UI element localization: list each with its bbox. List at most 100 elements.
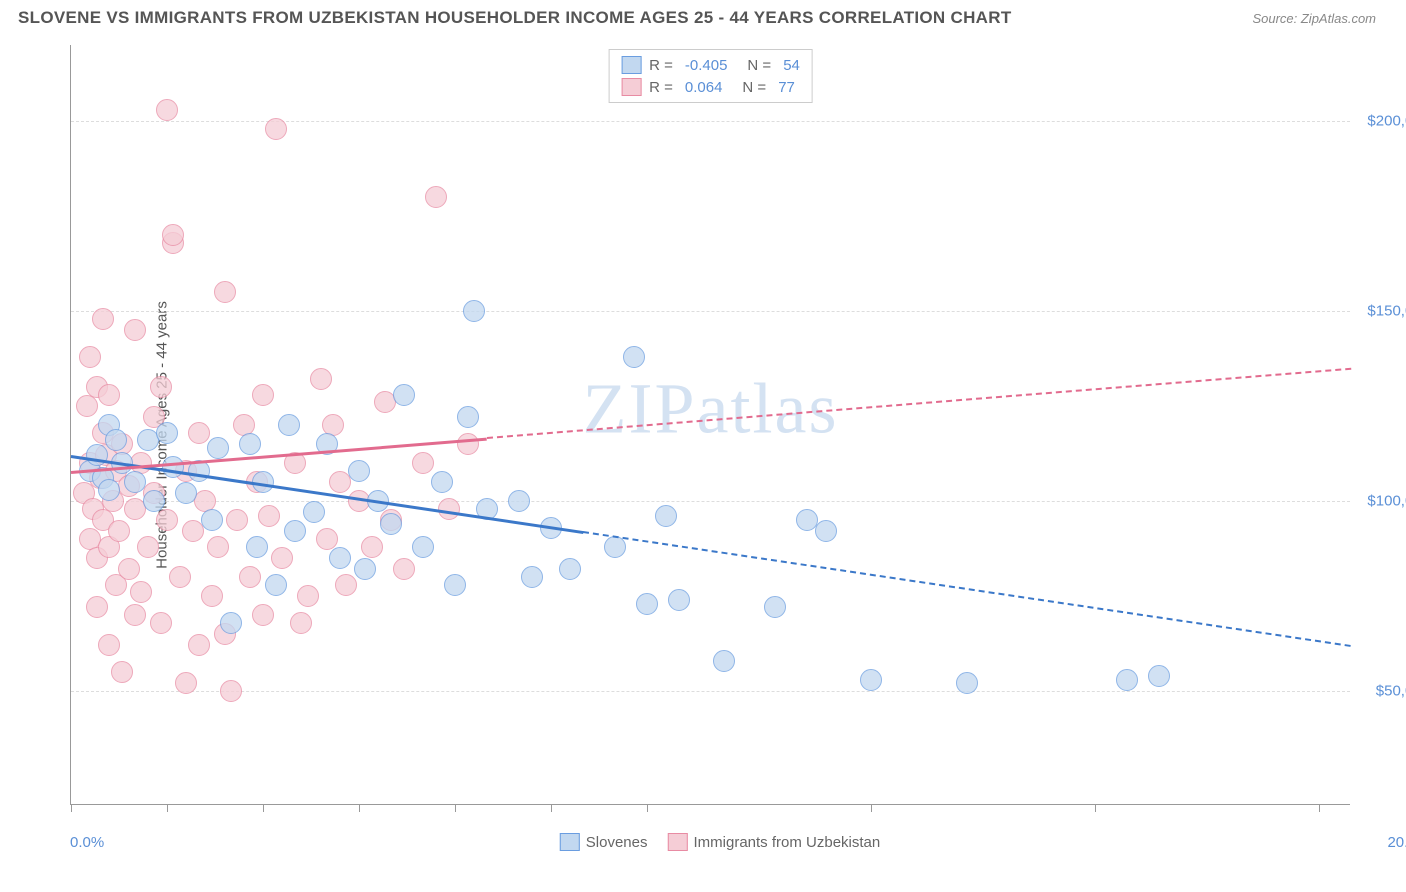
x-tick bbox=[551, 804, 552, 812]
x-tick bbox=[1319, 804, 1320, 812]
chart-container: Householder Income Ages 25 - 44 years ZI… bbox=[50, 45, 1390, 825]
data-point bbox=[393, 558, 415, 580]
data-point bbox=[76, 395, 98, 417]
y-tick-label: $200,000 bbox=[1355, 113, 1406, 130]
data-point bbox=[1116, 669, 1138, 691]
legend-r-value: -0.405 bbox=[685, 57, 728, 74]
data-point bbox=[252, 384, 274, 406]
legend-item: Immigrants from Uzbekistan bbox=[668, 833, 881, 851]
data-point bbox=[303, 501, 325, 523]
gridline bbox=[71, 121, 1350, 122]
data-point bbox=[86, 596, 108, 618]
gridline bbox=[71, 501, 1350, 502]
data-point bbox=[252, 604, 274, 626]
data-point bbox=[124, 319, 146, 341]
data-point bbox=[150, 376, 172, 398]
legend-label: Immigrants from Uzbekistan bbox=[694, 834, 881, 851]
legend-r-label: R = bbox=[649, 57, 673, 74]
data-point bbox=[425, 186, 447, 208]
x-tick bbox=[71, 804, 72, 812]
watermark-text: ZIPatlas bbox=[583, 368, 839, 451]
legend-swatch bbox=[621, 78, 641, 96]
data-point bbox=[162, 224, 184, 246]
y-tick-label: $50,000 bbox=[1355, 683, 1406, 700]
data-point bbox=[162, 456, 184, 478]
data-point bbox=[290, 612, 312, 634]
data-point bbox=[316, 528, 338, 550]
data-point bbox=[713, 650, 735, 672]
series-legend: Slovenes Immigrants from Uzbekistan bbox=[560, 833, 880, 851]
data-point bbox=[239, 433, 261, 455]
data-point bbox=[361, 536, 383, 558]
x-tick bbox=[455, 804, 456, 812]
data-point bbox=[226, 509, 248, 531]
x-tick bbox=[263, 804, 264, 812]
data-point bbox=[130, 581, 152, 603]
data-point bbox=[444, 574, 466, 596]
legend-n-label: N = bbox=[747, 57, 771, 74]
data-point bbox=[98, 479, 120, 501]
data-point bbox=[92, 308, 114, 330]
data-point bbox=[175, 482, 197, 504]
plot-area: ZIPatlas R =-0.405N =54R = 0.064N =77 $5… bbox=[70, 45, 1350, 805]
data-point bbox=[111, 661, 133, 683]
data-point bbox=[956, 672, 978, 694]
x-tick bbox=[871, 804, 872, 812]
data-point bbox=[860, 669, 882, 691]
y-tick-label: $150,000 bbox=[1355, 303, 1406, 320]
data-point bbox=[354, 558, 376, 580]
data-point bbox=[623, 346, 645, 368]
x-tick bbox=[359, 804, 360, 812]
data-point bbox=[271, 547, 293, 569]
legend-swatch bbox=[668, 833, 688, 851]
data-point bbox=[201, 509, 223, 531]
data-point bbox=[438, 498, 460, 520]
legend-r-label: R = bbox=[649, 79, 673, 96]
data-point bbox=[1148, 665, 1170, 687]
data-point bbox=[463, 300, 485, 322]
data-point bbox=[150, 612, 172, 634]
data-point bbox=[239, 566, 261, 588]
data-point bbox=[108, 520, 130, 542]
x-tick bbox=[1095, 804, 1096, 812]
legend-item: Slovenes bbox=[560, 833, 648, 851]
data-point bbox=[412, 452, 434, 474]
data-point bbox=[265, 574, 287, 596]
data-point bbox=[508, 490, 530, 512]
legend-label: Slovenes bbox=[586, 834, 648, 851]
data-point bbox=[156, 99, 178, 121]
data-point bbox=[86, 444, 108, 466]
data-point bbox=[310, 368, 332, 390]
data-point bbox=[335, 574, 357, 596]
data-point bbox=[431, 471, 453, 493]
data-point bbox=[559, 558, 581, 580]
trend-line-extrapolated bbox=[583, 531, 1351, 647]
data-point bbox=[124, 604, 146, 626]
gridline bbox=[71, 691, 1350, 692]
data-point bbox=[201, 585, 223, 607]
data-point bbox=[457, 406, 479, 428]
x-axis-min-label: 0.0% bbox=[70, 834, 104, 851]
data-point bbox=[98, 634, 120, 656]
data-point bbox=[348, 460, 370, 482]
data-point bbox=[156, 509, 178, 531]
data-point bbox=[636, 593, 658, 615]
data-point bbox=[297, 585, 319, 607]
chart-title: SLOVENE VS IMMIGRANTS FROM UZBEKISTAN HO… bbox=[18, 8, 1012, 28]
correlation-legend: R =-0.405N =54R = 0.064N =77 bbox=[608, 49, 813, 103]
data-point bbox=[214, 281, 236, 303]
legend-n-value: 54 bbox=[783, 57, 800, 74]
data-point bbox=[105, 429, 127, 451]
data-point bbox=[764, 596, 786, 618]
trend-line-extrapolated bbox=[487, 368, 1351, 439]
data-point bbox=[278, 414, 300, 436]
gridline bbox=[71, 311, 1350, 312]
data-point bbox=[188, 634, 210, 656]
data-point bbox=[207, 536, 229, 558]
data-point bbox=[182, 520, 204, 542]
data-point bbox=[175, 672, 197, 694]
data-point bbox=[668, 589, 690, 611]
data-point bbox=[380, 513, 402, 535]
data-point bbox=[284, 520, 306, 542]
x-tick bbox=[167, 804, 168, 812]
